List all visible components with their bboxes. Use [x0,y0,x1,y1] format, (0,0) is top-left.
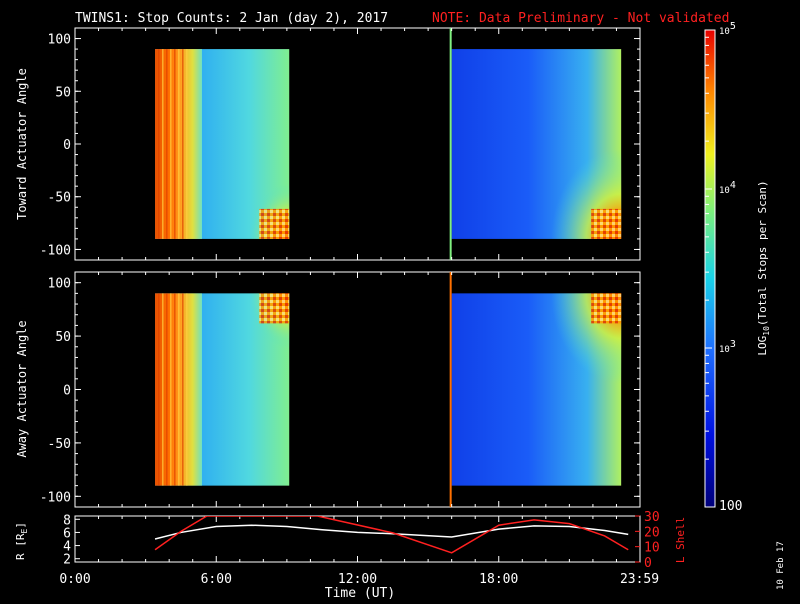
colorbar-tick-exponent: 5 [730,21,736,32]
heatmap-block [155,49,290,239]
colorbar-label-log: LOG [756,336,769,356]
chart-title: TWINS1: Stop Counts: 2 Jan (day 2), 2017 [75,11,388,26]
heatmap-speckle [591,293,622,324]
y-tick-label: -50 [48,191,71,206]
heatmap-stripe [158,293,160,486]
heatmap-stripe [158,49,160,239]
orbit-series-line [154,524,629,540]
heatmap-stripe [178,293,180,486]
orbit-right-tick-label: 20 [644,525,660,540]
orbit-left-label: R [RE] [14,522,29,560]
heatmap-data-blocks [155,28,622,507]
x-tick-label: 12:00 [338,572,377,587]
orbit-left-label-main: R [R [14,533,27,560]
heatmap-stripe [182,293,184,486]
colorbar [704,29,716,508]
date-stamp: 10 Feb 17 [776,541,786,590]
y-tick-label: 100 [48,277,71,292]
colorbar-label: LOG10(Total Stops per Scan) [756,180,771,355]
orbit-left-label-end: ] [14,522,27,529]
orbit-lines [154,516,629,554]
colorbar-tick-label: 103 [719,339,736,355]
colorbar-label-sub: 10 [762,326,771,336]
heatmap-block [155,293,290,486]
orbit-right-tick-label: 30 [644,510,660,525]
heatmap-stripe [182,49,184,239]
heatmap-stripe [162,293,164,486]
heatmap-stripe [186,293,188,486]
y-axis-label-away: Away Actuator Angle [15,320,29,457]
heatmap-stripe [186,49,188,239]
heatmap-boundary-line [449,28,452,260]
colorbar-bottom-label: 100 [719,499,742,514]
colorbar-tick-base: 10 [719,345,730,355]
colorbar-tick-exponent: 4 [730,180,736,191]
colorbar-tick-label: 105 [719,21,736,37]
x-tick-label: 0:00 [59,572,90,587]
colorbar-tick-label: 104 [719,180,736,196]
orbit-left-tick-label: 8 [63,513,71,528]
colorbar-tick-base: 10 [719,27,730,37]
colorbar-tick-base: 10 [719,186,730,196]
y-tick-label: -50 [48,437,71,452]
preliminary-note: NOTE: Data Preliminary - Not validated [432,11,729,26]
heatmap-stripe [170,293,172,486]
y-tick-label: 100 [48,33,71,48]
heatmap-stripe [162,49,164,239]
y-tick-label: -100 [40,243,71,258]
x-axis-label: Time (UT) [325,586,395,600]
y-tick-label: 0 [63,138,71,153]
x-tick-label: 6:00 [201,572,232,587]
heatmap-stripe [174,49,176,239]
heatmap-speckle [591,208,622,239]
heatmap-stripe [170,49,172,239]
y-tick-label: 0 [63,384,71,399]
heatmap-block [449,272,622,507]
heatmap-stripe [174,293,176,486]
y-tick-label: 50 [55,330,71,345]
orbit-left-tick-label: 2 [63,553,71,568]
x-tick-label: 23:59 [620,572,659,587]
colorbar-tick-exponent: 3 [730,339,736,350]
y-tick-label: -100 [40,490,71,505]
orbit-panel-frame [74,515,641,563]
orbit-right-tick-label: 10 [644,541,660,556]
colorbar-label-rest: (Total Stops per Scan) [756,180,769,326]
heatmap-stripe [166,293,168,486]
axes-layer: 100500-50-100100500-50-100864230201000:0… [40,28,660,587]
orbit-left-label-sub: E [20,528,29,533]
heatmap-speckle [259,208,290,239]
orbit-series-line [154,516,629,554]
orbit-right-tick-label: 0 [644,556,652,571]
orbit-left-tick-label: 6 [63,526,71,541]
orbit-left-tick-label: 4 [63,540,71,555]
heatmap-block [449,28,622,260]
heatmap-boundary-line [449,272,452,507]
y-tick-label: 50 [55,85,71,100]
heatmap-stripe [166,49,168,239]
heatmap-stripe [178,49,180,239]
y-axis-label-toward: Toward Actuator Angle [15,68,29,220]
orbit-right-label: L Shell [674,517,687,563]
x-tick-label: 18:00 [479,572,518,587]
heatmap-speckle [259,293,290,324]
